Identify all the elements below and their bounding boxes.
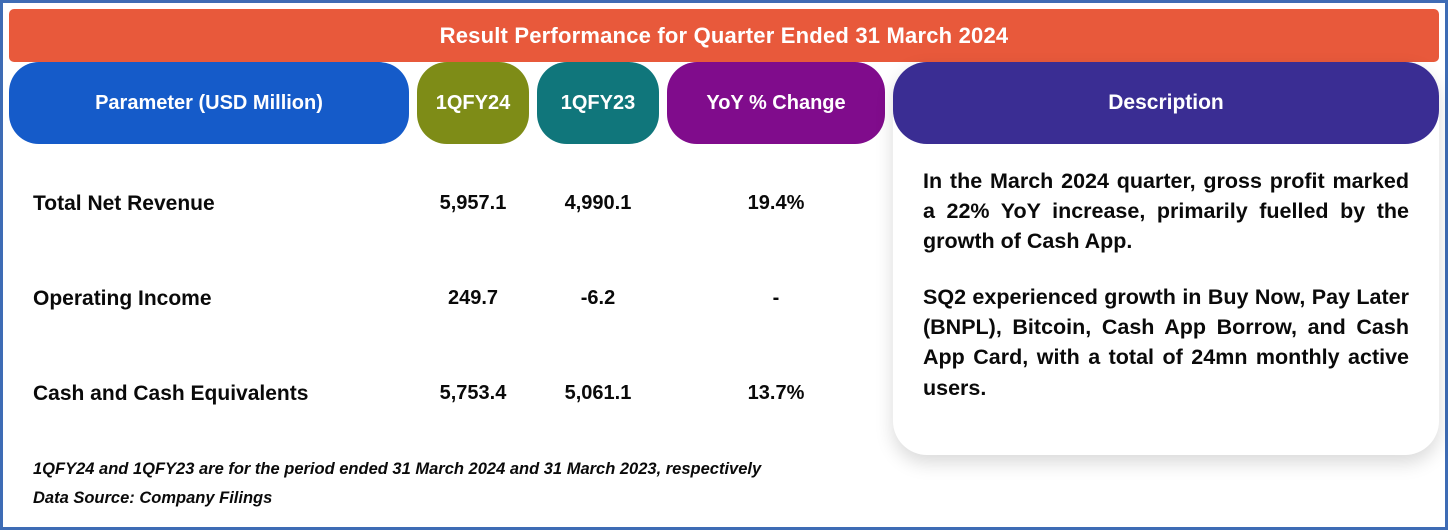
footnote-period: 1QFY24 and 1QFY23 are for the period end… (33, 460, 762, 478)
description-paragraph-growth: SQ2 experienced growth in Buy Now, Pay L… (923, 285, 1409, 400)
parameter-cell: Operating Income (33, 286, 212, 310)
value-1qfy24: 249.7 (447, 287, 499, 309)
table-body: Total Net Revenue 5,957.1 4,990.1 19.4% … (9, 156, 885, 441)
value-1qfy23: 5,061.1 (564, 382, 632, 404)
page-title: Result Performance for Quarter Ended 31 … (439, 22, 1009, 48)
header-1qfy23: 1QFY23 (537, 62, 659, 144)
table-header-row: Parameter (USD Million) 1QFY24 1QFY23 Yo… (9, 62, 885, 144)
main-content: Parameter (USD Million) 1QFY24 1QFY23 Yo… (9, 62, 1439, 513)
parameter-cell: Cash and Cash Equivalents (33, 381, 309, 405)
header-description: Description (893, 62, 1439, 144)
description-paragraph-gross-profit: In the March 2024 quarter, gross profit … (923, 169, 1409, 254)
title-banner: Result Performance for Quarter Ended 31 … (9, 9, 1439, 62)
table-row-total-net-revenue: Total Net Revenue 5,957.1 4,990.1 19.4% (9, 156, 885, 251)
value-1qfy23: -6.2 (580, 287, 616, 309)
header-1qfy24: 1QFY24 (417, 62, 529, 144)
footnote-data-source: Data Source: Company Filings (33, 488, 273, 507)
footnotes: 1QFY24 and 1QFY23 are for the period end… (9, 455, 885, 513)
description-body: In the March 2024 quarter, gross profit … (893, 144, 1439, 403)
value-yoy: 19.4% (747, 192, 805, 214)
results-table: Parameter (USD Million) 1QFY24 1QFY23 Yo… (9, 62, 885, 513)
header-yoy-change: YoY % Change (667, 62, 885, 144)
description-header-label: Description (1108, 91, 1224, 114)
value-1qfy23: 4,990.1 (564, 192, 632, 214)
table-row-cash-and-cash-equivalents: Cash and Cash Equivalents 5,753.4 5,061.… (9, 346, 885, 441)
parameter-cell: Total Net Revenue (33, 191, 215, 215)
header-parameter: Parameter (USD Million) (9, 62, 409, 144)
table-row-operating-income: Operating Income 249.7 -6.2 - (9, 251, 885, 346)
value-yoy: - (772, 287, 780, 309)
value-1qfy24: 5,753.4 (439, 382, 507, 404)
description-card: Description In the March 2024 quarter, g… (893, 62, 1439, 455)
value-1qfy24: 5,957.1 (439, 192, 507, 214)
value-yoy: 13.7% (747, 382, 805, 404)
